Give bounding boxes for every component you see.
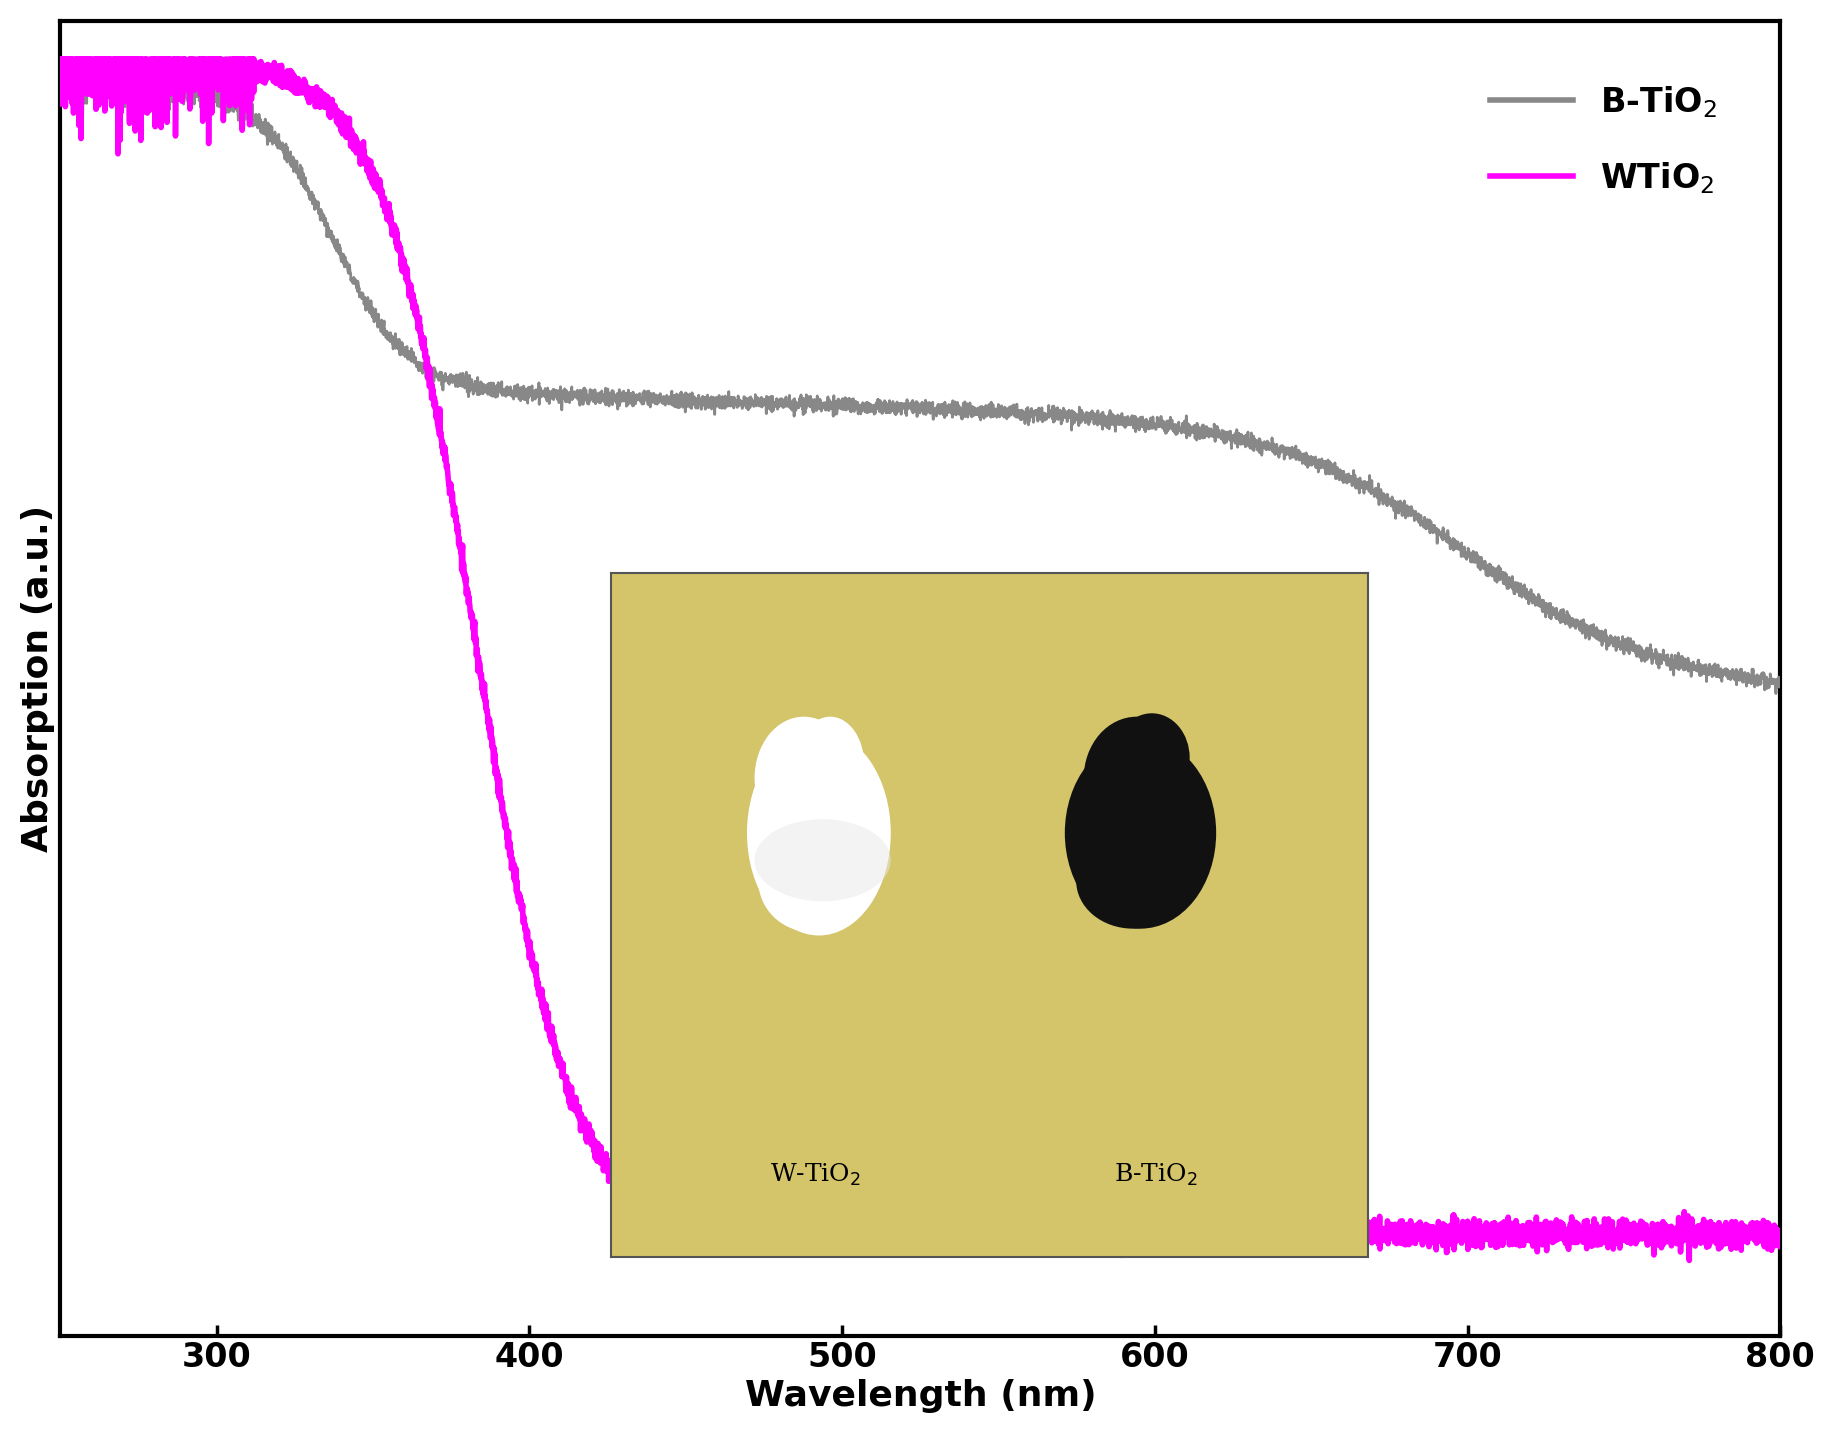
WTiO$_2$ bbox=[733, 1207, 755, 1225]
B-TiO$_2$ bbox=[1555, 607, 1577, 624]
B-TiO$_2$ bbox=[569, 397, 591, 414]
Legend: B-TiO$_2$, WTiO$_2$: B-TiO$_2$, WTiO$_2$ bbox=[1476, 70, 1730, 209]
B-TiO$_2$ bbox=[50, 70, 72, 87]
WTiO$_2$ bbox=[1592, 1226, 1614, 1243]
B-TiO$_2$ bbox=[1764, 685, 1786, 703]
B-TiO$_2$ bbox=[132, 86, 154, 103]
B-TiO$_2$ bbox=[1592, 634, 1614, 651]
WTiO$_2$ bbox=[50, 50, 72, 67]
WTiO$_2$ bbox=[132, 50, 154, 67]
WTiO$_2$ bbox=[1678, 1252, 1700, 1269]
WTiO$_2$ bbox=[1770, 1230, 1792, 1248]
Y-axis label: Absorption (a.u.): Absorption (a.u.) bbox=[20, 505, 55, 852]
WTiO$_2$ bbox=[389, 257, 411, 274]
B-TiO$_2$ bbox=[733, 394, 755, 412]
B-TiO$_2$ bbox=[57, 56, 79, 73]
WTiO$_2$ bbox=[1555, 1223, 1577, 1240]
X-axis label: Wavelength (nm): Wavelength (nm) bbox=[745, 1380, 1096, 1412]
Line: B-TiO$_2$: B-TiO$_2$ bbox=[61, 65, 1781, 694]
Line: WTiO$_2$: WTiO$_2$ bbox=[61, 59, 1781, 1260]
WTiO$_2$ bbox=[569, 1110, 591, 1127]
B-TiO$_2$ bbox=[391, 337, 413, 354]
B-TiO$_2$ bbox=[1770, 675, 1792, 693]
